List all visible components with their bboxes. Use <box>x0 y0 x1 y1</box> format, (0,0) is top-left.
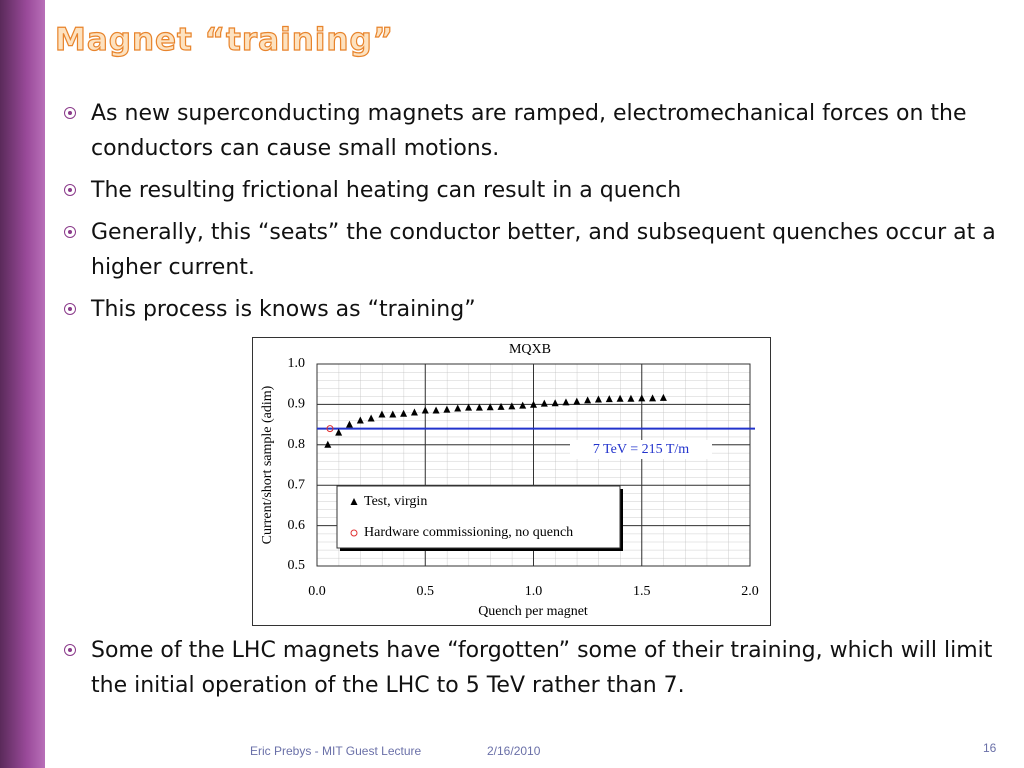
data-point <box>335 428 343 436</box>
reference-label: 7 TeV = 215 T/m <box>593 442 689 457</box>
y-tick-label: 0.6 <box>288 518 306 533</box>
bullet: The resulting frictional heating can res… <box>64 173 1016 208</box>
data-point <box>584 396 592 404</box>
data-point <box>519 401 527 409</box>
data-point <box>659 393 667 401</box>
data-point <box>616 394 624 402</box>
bullet: As new superconducting magnets are rampe… <box>64 96 1016 166</box>
y-tick-label: 0.8 <box>288 437 306 452</box>
data-point <box>475 403 483 411</box>
data-point <box>649 394 657 402</box>
x-tick-label: 0.5 <box>417 584 435 599</box>
chart-title: MQXB <box>509 342 551 357</box>
data-point <box>410 408 418 416</box>
data-point <box>326 425 334 433</box>
x-tick-label: 1.0 <box>525 584 543 599</box>
x-axis-label: Quench per magnet <box>478 604 588 619</box>
data-point <box>627 394 635 402</box>
footer-date: 2/16/2010 <box>487 744 541 758</box>
data-point <box>454 404 462 412</box>
bullet-text: As new superconducting magnets are rampe… <box>91 101 967 161</box>
bullet-text: The resulting frictional heating can res… <box>91 178 682 203</box>
data-point <box>432 406 440 414</box>
data-point <box>530 400 537 408</box>
data-point <box>573 397 581 405</box>
bullet-text: Generally, this “seats” the conductor be… <box>91 220 996 280</box>
data-point <box>508 402 516 410</box>
x-tick-label: 1.5 <box>633 584 651 599</box>
page-number: 16 <box>983 741 997 755</box>
data-point <box>378 410 386 418</box>
data-point <box>465 403 473 411</box>
y-tick-label: 0.9 <box>288 397 306 412</box>
data-point <box>486 403 494 411</box>
legend-marker <box>350 498 358 505</box>
y-axis-label: Current/short sample (adim) <box>260 385 275 544</box>
x-tick-label: 0.0 <box>308 584 326 599</box>
slide-title: Magnet “training” <box>54 21 395 58</box>
data-point <box>400 409 408 417</box>
data-point <box>540 399 548 407</box>
legend-label: Hardware commissioning, no quench <box>364 525 573 540</box>
legend-label: Test, virgin <box>364 494 427 509</box>
bullet: This process is knows as “training” <box>64 292 1016 327</box>
data-point <box>389 410 397 418</box>
data-point <box>356 416 364 424</box>
side-bar <box>0 0 45 768</box>
data-point <box>605 395 613 403</box>
x-tick-label: 2.0 <box>741 584 759 599</box>
bullet: Generally, this “seats” the conductor be… <box>64 215 1016 285</box>
chart: MQXB Quench per magnet Current/short sam… <box>252 337 771 626</box>
data-point <box>562 398 570 406</box>
data-point <box>551 399 559 407</box>
legend-marker <box>350 529 358 537</box>
data-point <box>421 406 429 414</box>
reference-label-box <box>570 440 712 459</box>
bullet-text: Some of the LHC magnets have “forgotten”… <box>91 638 993 698</box>
legend <box>336 485 621 549</box>
data-point <box>324 440 332 448</box>
y-tick-label: 0.5 <box>288 558 306 573</box>
data-point <box>497 402 505 410</box>
y-tick-label: 0.7 <box>288 477 306 492</box>
data-point <box>443 405 451 413</box>
y-tick-label: 1.0 <box>288 356 306 371</box>
data-point <box>345 420 353 428</box>
data-point <box>638 394 646 402</box>
data-point <box>367 414 375 422</box>
data-point <box>594 395 602 403</box>
footer-author: Eric Prebys - MIT Guest Lecture <box>250 744 422 758</box>
bullet-text: This process is knows as “training” <box>91 297 476 322</box>
bullet: Some of the LHC magnets have “forgotten”… <box>64 633 1016 703</box>
